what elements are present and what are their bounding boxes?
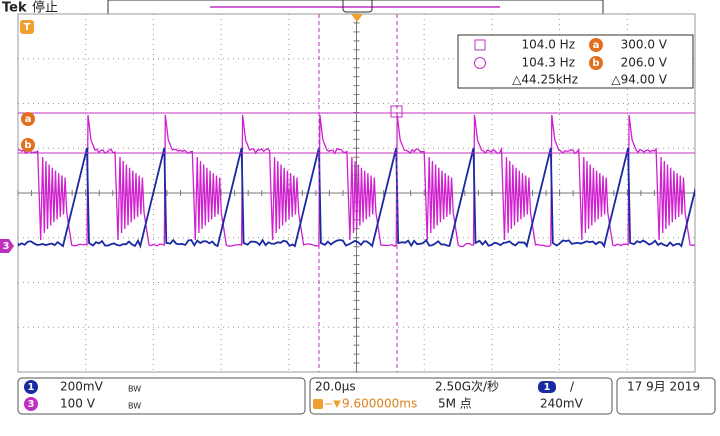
delta-volt: △94.00 V — [611, 73, 667, 87]
ch3-trace — [18, 114, 695, 248]
trigger-pos-icon — [313, 399, 323, 409]
badge-b-label: b — [592, 58, 599, 69]
trigger-marker — [20, 20, 34, 34]
cursor-b-marker — [21, 138, 35, 152]
acquisition-panel — [309, 377, 613, 415]
cursor-icon-square — [474, 39, 486, 51]
ch1-badge — [24, 380, 38, 394]
volt-2: 206.0 V — [621, 56, 668, 70]
ch1-bw: BW — [128, 385, 141, 394]
ch3-marker — [0, 239, 14, 253]
trigger-position — [351, 14, 363, 22]
ch3-bw: BW — [128, 402, 141, 411]
freq-2: 104.3 Hz — [522, 56, 576, 70]
date: 17 9月 2019 — [627, 380, 700, 394]
timebase: 20.0μs — [315, 380, 356, 394]
trigger-slope: / — [570, 380, 575, 394]
cursor-a-label: a — [25, 114, 32, 125]
trigger-source: 1 — [544, 382, 551, 393]
badge-b — [589, 56, 603, 70]
ch3-badge — [24, 397, 38, 411]
trigger-level: 240mV — [540, 397, 584, 411]
cursor-readout — [457, 34, 694, 89]
ch3-scale: 100 V — [60, 397, 96, 411]
trigger-label: T — [24, 22, 31, 33]
delta-freq: △44.25kHz — [512, 73, 578, 87]
view-bracket — [342, 0, 373, 13]
sample-rate: 2.50G次/秒 — [435, 380, 499, 394]
record-length: 5M 点 — [438, 397, 472, 411]
ch1-id: 1 — [28, 382, 35, 393]
freq-1: 104.0 Hz — [522, 38, 576, 52]
volt-1: 300.0 V — [621, 38, 668, 52]
ch3-label: 3 — [3, 241, 10, 252]
ch1-trace — [18, 147, 695, 249]
trigger-position-text: 9.600000ms — [342, 397, 417, 411]
badge-a-label: a — [593, 40, 600, 51]
trigger-source-badge — [538, 381, 556, 393]
trigger-pos-arrow — [325, 400, 341, 409]
brand: Tek — [2, 1, 27, 16]
cursor-b-label: b — [24, 140, 31, 151]
waveforms — [18, 114, 695, 249]
run-status: 停止 — [32, 0, 58, 16]
ch3-id: 3 — [28, 399, 35, 410]
ch1-scale: 200mV — [60, 380, 104, 394]
date-panel — [616, 377, 716, 415]
cursor-square — [390, 105, 403, 118]
channel-panel — [17, 377, 306, 415]
badge-a — [589, 38, 603, 52]
cursor-icon-circle — [474, 57, 486, 69]
cursor-a-marker — [21, 112, 35, 126]
